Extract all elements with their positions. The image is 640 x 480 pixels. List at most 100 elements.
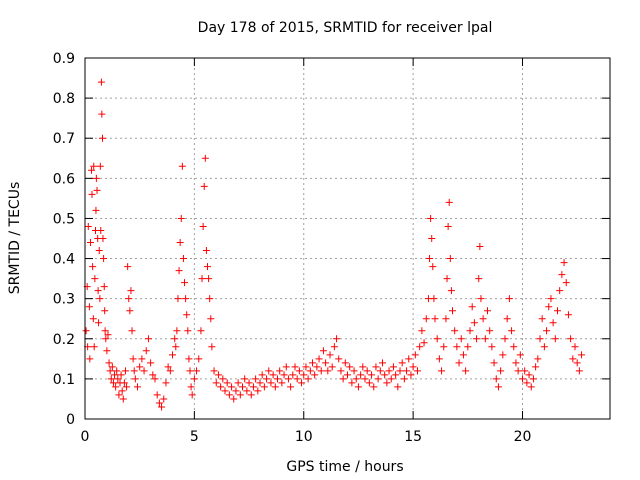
data-point <box>567 335 575 343</box>
data-point <box>214 371 222 379</box>
data-point <box>475 275 483 283</box>
data-point <box>512 359 520 367</box>
data-point <box>106 367 114 375</box>
data-point <box>431 315 439 323</box>
data-point <box>363 367 371 375</box>
data-point <box>197 327 205 335</box>
data-point <box>569 355 577 363</box>
data-point <box>335 355 343 363</box>
data-point <box>464 343 472 351</box>
data-point <box>295 367 303 375</box>
data-points <box>82 78 586 411</box>
data-point <box>274 375 281 383</box>
data-point <box>169 351 176 359</box>
data-point <box>287 383 295 391</box>
data-point <box>200 182 208 190</box>
data-point <box>304 375 312 383</box>
data-point <box>433 335 441 343</box>
data-point <box>147 359 155 367</box>
data-point <box>158 403 166 411</box>
data-point <box>324 367 332 375</box>
data-point <box>210 367 218 375</box>
data-point <box>252 375 260 383</box>
data-point <box>129 355 137 363</box>
data-point <box>481 335 489 343</box>
data-point <box>505 295 513 303</box>
data-point <box>514 367 522 375</box>
data-point <box>322 359 330 367</box>
data-point <box>128 327 136 335</box>
data-point <box>346 363 354 371</box>
data-point <box>453 343 461 351</box>
data-point <box>438 367 446 375</box>
data-point <box>445 198 453 206</box>
data-point <box>228 383 236 391</box>
data-point <box>118 387 126 395</box>
data-point <box>573 359 581 367</box>
data-point <box>188 391 196 399</box>
y-tick-label: 0 <box>66 412 75 428</box>
data-point <box>230 395 238 403</box>
y-tick-label: 0.5 <box>53 211 75 227</box>
data-point <box>123 383 131 391</box>
data-point <box>92 206 100 214</box>
data-point <box>352 375 360 383</box>
data-point <box>313 363 321 371</box>
data-point <box>510 343 518 351</box>
data-point <box>219 375 227 383</box>
data-point <box>131 375 139 383</box>
data-point <box>560 259 568 267</box>
x-axis-label: GPS time / hours <box>286 459 403 475</box>
data-point <box>254 387 262 395</box>
data-point <box>90 343 98 351</box>
data-point <box>396 367 404 375</box>
data-point <box>249 383 257 391</box>
data-point <box>225 391 233 399</box>
data-point <box>113 367 121 375</box>
data-point <box>232 387 240 395</box>
y-tick-label: 0.6 <box>53 171 75 187</box>
data-point <box>125 295 133 303</box>
data-point <box>241 375 249 383</box>
data-point <box>101 307 109 315</box>
data-point <box>149 371 157 379</box>
x-tick-label: 15 <box>404 429 422 445</box>
data-point <box>477 295 485 303</box>
data-point <box>101 327 109 335</box>
data-point <box>293 375 301 383</box>
data-point <box>354 383 362 391</box>
data-point <box>341 359 349 367</box>
data-point <box>115 391 123 399</box>
data-point <box>551 335 559 343</box>
data-point <box>398 359 406 367</box>
data-point <box>85 303 93 311</box>
data-point <box>140 367 148 375</box>
data-point <box>263 375 271 383</box>
data-point <box>407 371 415 379</box>
data-point <box>120 379 128 387</box>
data-point <box>527 383 535 391</box>
data-point <box>578 351 586 359</box>
data-point <box>525 371 533 379</box>
data-point <box>207 315 215 323</box>
data-point <box>82 327 90 335</box>
data-point <box>95 319 103 327</box>
data-point <box>394 383 402 391</box>
data-point <box>562 279 570 287</box>
data-point <box>306 367 314 375</box>
data-point <box>111 371 119 379</box>
data-point <box>171 335 179 343</box>
data-point <box>190 375 198 383</box>
data-point <box>488 343 496 351</box>
data-point <box>212 379 220 387</box>
data-point <box>166 367 174 375</box>
data-point <box>536 335 544 343</box>
data-point <box>172 343 180 351</box>
data-point <box>486 327 494 335</box>
data-point <box>418 327 426 335</box>
data-point <box>348 379 356 387</box>
data-point <box>501 335 509 343</box>
data-point <box>184 327 192 335</box>
data-point <box>160 395 168 403</box>
